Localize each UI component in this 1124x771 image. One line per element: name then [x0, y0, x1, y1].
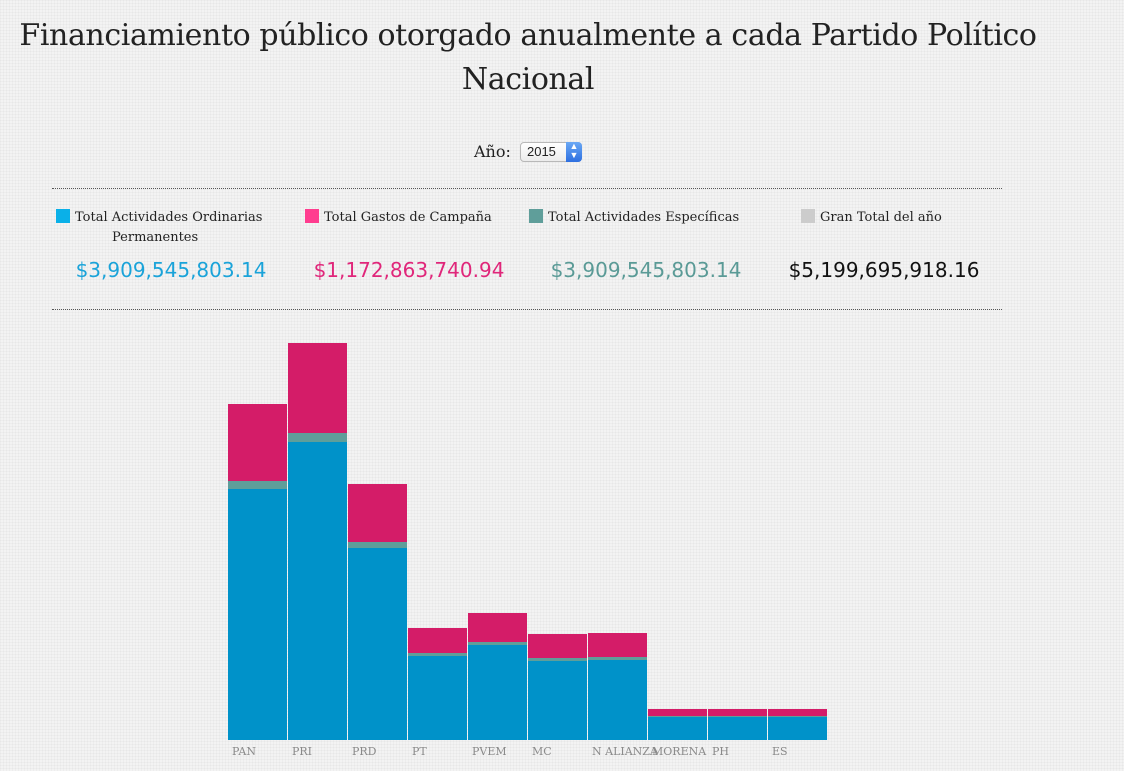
legend-label-ordinarias: Total Actividades Ordinarias: [75, 210, 263, 225]
page-title: Financiamiento público otorgado anualmen…: [19, 18, 1037, 97]
legend-swatch-ordinarias: [56, 209, 70, 223]
bar-pvem-series-0[interactable]: [468, 645, 527, 740]
bar-ph-series-1[interactable]: [708, 716, 767, 717]
legend-label-campana: Total Gastos de Campaña: [324, 210, 492, 225]
bar-pri-series-2[interactable]: [288, 343, 347, 433]
bar-n-alianza-series-1[interactable]: [588, 657, 647, 660]
bar-pri-series-1[interactable]: [288, 433, 347, 442]
bar-n-alianza-series-2[interactable]: [588, 633, 647, 657]
bar-mc-series-2[interactable]: [528, 634, 587, 658]
bar-morena-series-0[interactable]: [648, 717, 707, 740]
bar-pt-series-0[interactable]: [408, 656, 467, 740]
x-tick-label: ES: [772, 745, 788, 758]
bar-pri-series-0[interactable]: [288, 442, 347, 740]
bar-es-series-1[interactable]: [768, 716, 827, 717]
bar-pan-series-2[interactable]: [228, 404, 287, 481]
bar-pan-series-0[interactable]: [228, 489, 287, 740]
bar-prd-series-1[interactable]: [348, 542, 407, 548]
x-tick-label: PRD: [352, 745, 377, 758]
x-tick-label: MORENA: [652, 745, 707, 758]
legend-swatch-gran-total: [801, 209, 815, 223]
legend-swatch-especificas: [529, 209, 543, 223]
bar-morena-series-2[interactable]: [648, 709, 707, 716]
x-tick-label: PAN: [232, 745, 256, 758]
x-tick-label: MC: [532, 745, 552, 758]
x-tick-label: PRI: [292, 745, 312, 758]
x-tick-label: PT: [412, 745, 427, 758]
total-especificas: $3,909,545,803.14: [550, 258, 742, 282]
bar-pt-series-2[interactable]: [408, 628, 467, 653]
bar-pvem-series-1[interactable]: [468, 642, 527, 645]
bar-n-alianza-series-0[interactable]: [588, 660, 647, 740]
x-tick-label: PH: [712, 745, 729, 758]
bottom-divider: [52, 309, 1002, 310]
bar-pt-series-1[interactable]: [408, 653, 467, 656]
total-ordinarias: $3,909,545,803.14: [75, 258, 267, 282]
bar-morena-series-1[interactable]: [648, 716, 707, 717]
bar-pvem-series-2[interactable]: [468, 613, 527, 642]
bar-es-series-0[interactable]: [768, 717, 827, 740]
x-tick-label: N ALIANZA: [592, 745, 659, 758]
year-select-value: 2015: [526, 143, 556, 159]
chevron-updown-icon: ▲ ▼: [565, 141, 582, 162]
bar-es-series-2[interactable]: [768, 709, 827, 716]
total-campana: $1,172,863,740.94: [313, 258, 505, 282]
bar-mc-series-1[interactable]: [528, 658, 587, 661]
legend-label-especificas: Total Actividades Específicas: [548, 210, 740, 225]
bar-prd-series-2[interactable]: [348, 484, 407, 542]
legend-label-ordinarias-line2: Permanentes: [112, 230, 199, 245]
bar-ph-series-0[interactable]: [708, 717, 767, 740]
year-selector-row: Año: 2015 ▲ ▼: [0, 141, 1056, 162]
top-divider: [52, 188, 1002, 189]
bar-pan-series-1[interactable]: [228, 481, 287, 489]
bar-ph-series-2[interactable]: [708, 709, 767, 716]
bar-prd-series-0[interactable]: [348, 548, 407, 740]
legend-swatch-campana: [305, 209, 319, 223]
x-tick-label: PVEM: [472, 745, 507, 758]
bar-mc-series-0[interactable]: [528, 661, 587, 740]
legend-label-gran-total: Gran Total del año: [820, 210, 942, 225]
year-label: Año:: [474, 142, 511, 161]
total-gran-total: $5,199,695,918.16: [788, 258, 980, 282]
year-select[interactable]: 2015 ▲ ▼: [519, 141, 582, 162]
